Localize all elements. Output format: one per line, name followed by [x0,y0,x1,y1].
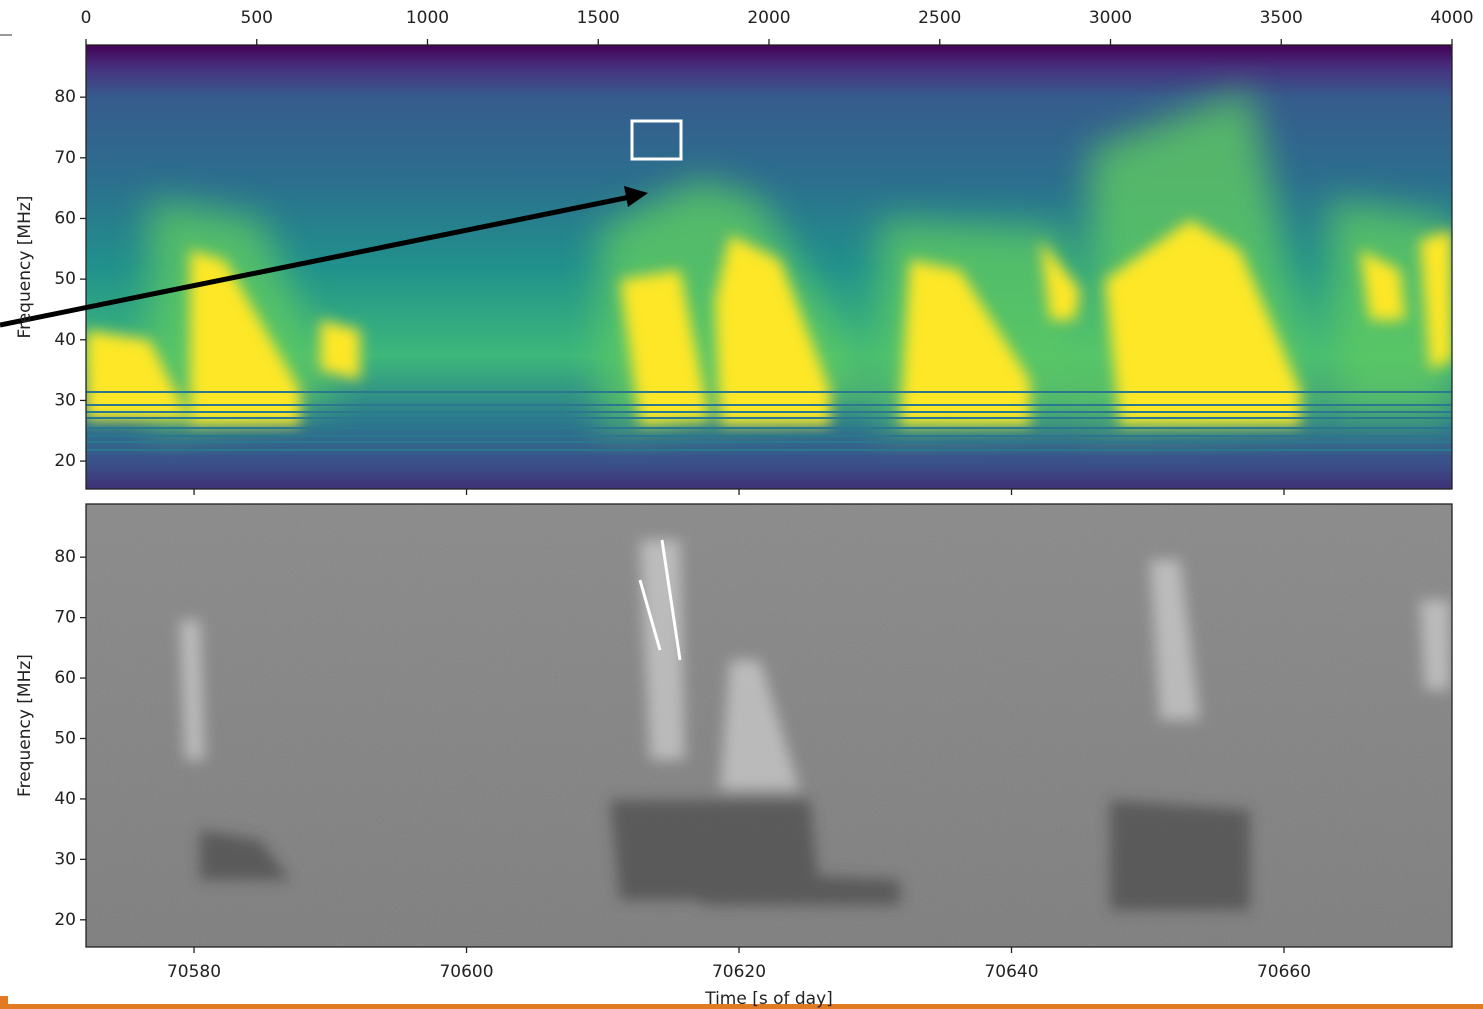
x-tick-label: 2500 [918,8,961,28]
y-tick-label: 70 [54,608,76,628]
y-tick-label: 50 [54,728,76,748]
annotation-arrow [0,194,631,328]
x-axis-label: Time [s of day] [704,989,833,1009]
x-tick-label: 70640 [984,962,1038,982]
x-tick-label: 0 [81,8,92,28]
y-tick-label: 30 [54,390,76,410]
x-tick-label: 70660 [1257,962,1311,982]
y-tick-label: 40 [54,330,76,350]
x-tick-label: 3500 [1260,8,1303,28]
x-tick-label: 4000 [1430,8,1473,28]
x-tick-label: 2000 [747,8,790,28]
y-tick-label: 20 [54,910,76,930]
highlight-box [630,119,683,161]
y-tick-label: 70 [54,148,76,168]
y-tick-label: 40 [54,789,76,809]
y-tick-label: 50 [54,269,76,289]
y-tick-label: 80 [54,87,76,107]
y-axis-label: Frequency [MHz] [15,654,35,797]
spectrogram-art [86,504,1452,947]
slide-border [0,1004,1483,1009]
axes-frame [85,503,1453,948]
y-tick-label: 30 [54,849,76,869]
x-tick-label: 500 [241,8,273,28]
y-tick-label: 80 [54,547,76,567]
y-tick-label: 20 [54,451,76,471]
x-tick-label: 1000 [406,8,449,28]
x-tick-label: 70580 [167,962,221,982]
spectrogram-art [86,90,1452,489]
y-tick-label: 60 [54,668,76,688]
slide-border [0,996,8,1004]
y-axis-label: Frequency [MHz] [15,196,35,339]
x-tick-label: 3000 [1089,8,1132,28]
x-tick-label: 70620 [712,962,766,982]
x-tick-label: 70600 [439,962,493,982]
arrow-head [624,186,648,207]
y-tick-label: 60 [54,208,76,228]
x-tick-label: 1500 [577,8,620,28]
